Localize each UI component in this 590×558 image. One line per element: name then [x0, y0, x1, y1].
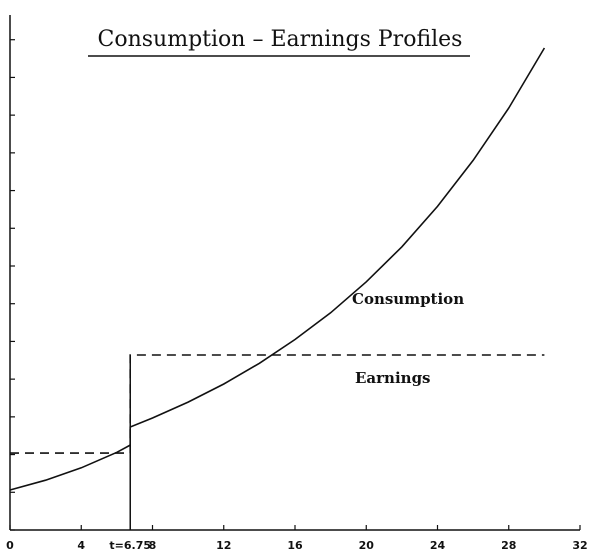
x-tick-label: 28	[501, 539, 516, 552]
x-tick-label: 24	[430, 539, 446, 552]
chart-title: Consumption – Earnings Profiles	[98, 27, 463, 52]
x-tick-label: 4	[77, 539, 85, 552]
series-line	[10, 354, 545, 454]
series-label: Consumption	[352, 290, 464, 308]
x-tick-label: 12	[216, 539, 231, 552]
x-tick-label: t=6.75	[109, 539, 151, 552]
x-tick-label: 8	[149, 539, 157, 552]
series-label: Earnings	[355, 369, 431, 387]
x-tick-label: 0	[6, 539, 14, 552]
x-tick-label: 16	[287, 539, 303, 552]
series-line	[9, 47, 546, 491]
x-tick-label: 20	[359, 539, 375, 552]
x-tick-label: 32	[572, 539, 587, 552]
